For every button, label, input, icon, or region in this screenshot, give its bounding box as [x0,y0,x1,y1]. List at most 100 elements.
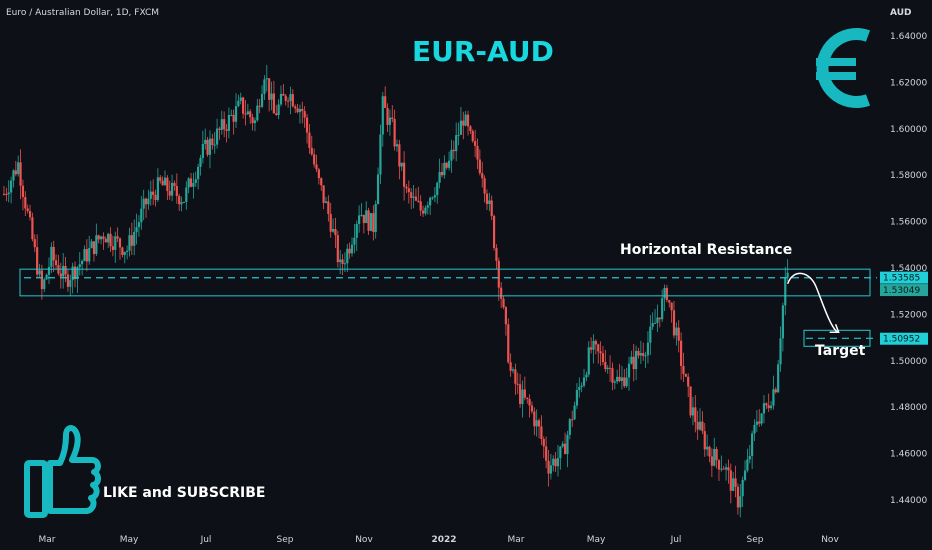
resistance-label: Horizontal Resistance [620,242,792,258]
candle-body [128,235,131,251]
candle-body [130,235,133,246]
candle-body [230,114,233,116]
candle-body [535,420,538,427]
candle-body [78,264,81,268]
candle-body [769,405,773,409]
candle-body [701,421,704,432]
candle-body [743,470,747,480]
thumbs-up-icon [24,425,101,518]
candle-body [552,458,555,466]
candle-body [601,353,605,362]
candle-body [519,384,522,404]
candle-body [587,347,590,375]
candle-body [429,197,432,206]
candle-body [559,446,562,459]
candle-body [107,233,110,243]
time-tick-label: Sep [747,535,764,545]
candle-body [114,236,117,250]
candle-body [362,214,365,224]
candle-body [232,114,235,122]
candle-body [54,260,58,266]
candle-body [227,115,231,131]
candle-body [400,162,403,167]
candle-body [698,421,702,430]
candle-body [50,246,53,267]
candle-body [492,216,496,249]
candle-body [727,467,730,471]
candle-body [545,446,548,461]
candle-body [483,178,486,194]
candle-body [784,277,787,306]
candle-body [21,185,25,198]
candle-body [452,149,455,152]
candle-body [215,128,219,145]
candle-body [213,144,216,146]
candle-body [708,446,711,457]
candle-body [116,236,119,239]
candle-body [540,426,543,439]
candle-body [83,249,86,261]
candle-body [17,162,20,175]
candle-body [611,368,614,383]
candle-body [62,265,65,277]
candle-body [161,180,164,186]
candle-body [10,180,13,193]
candle-body [526,397,529,399]
candle-body [320,178,323,186]
candle-body [296,108,299,113]
candle-body [52,246,55,261]
candle-body [331,229,335,232]
candle-body [85,249,88,262]
candle-body [573,405,576,420]
candle-body [99,236,103,240]
candle-body [270,93,273,100]
price-tag-label: 1.53049 [883,286,920,296]
candle-body [779,338,782,365]
candle-body [97,235,100,240]
candle-body [412,196,415,198]
candle-body [578,386,581,391]
time-tick-label: Jul [670,535,682,545]
candle-body [646,342,650,356]
candle-body [521,389,524,404]
candle-body [204,139,207,144]
price-tag-label: 1.50952 [883,335,920,345]
candle-body [47,266,51,275]
candle-body [715,448,718,461]
candle-body [7,192,10,195]
price-tick-label: 1.44000 [890,496,927,506]
candle-body [258,105,261,107]
candle-body [189,178,193,187]
candle-body [530,405,534,412]
projection-arrow [786,272,839,333]
candle-body [76,267,79,280]
candle-body [729,470,732,491]
time-tick-label: Mar [508,535,525,545]
candle-body [350,244,354,254]
candle-body [310,147,313,155]
candle-body [443,162,446,176]
candle-body [381,96,384,135]
candle-body [682,365,685,374]
candle-body [391,117,394,120]
candle-body [199,157,202,167]
candle-body [175,185,178,196]
candle-body [149,191,152,199]
candle-body [679,340,683,366]
candle-body [658,317,661,320]
candle-body [620,377,624,382]
candle-body [618,376,621,382]
candle-body [713,448,716,466]
candle-body [322,185,325,203]
candle-body [73,266,77,280]
candle-body [154,194,157,201]
projection-arrowhead [829,324,840,334]
candle-body [500,287,503,299]
candle-body [206,139,209,155]
candle-body [38,270,41,275]
candle-body [431,197,434,199]
candle-body [388,117,391,125]
candle-body [703,431,706,450]
chart-title: EUR-AUD [412,35,554,68]
